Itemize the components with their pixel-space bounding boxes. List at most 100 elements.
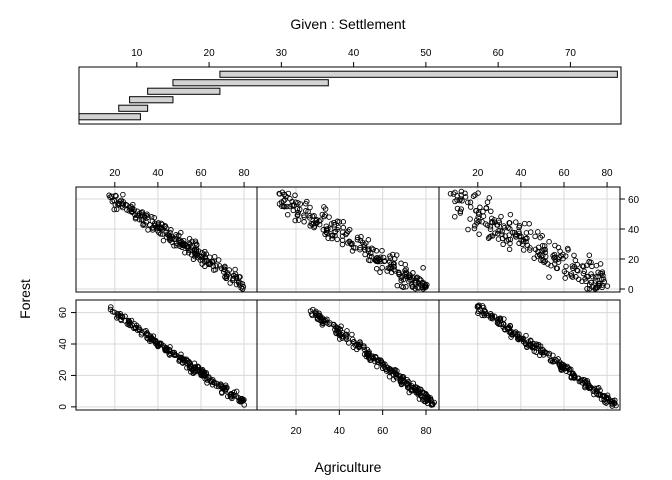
data-point: [484, 222, 491, 228]
data-point: [457, 210, 464, 216]
data-point: [548, 262, 554, 269]
data-point: [363, 240, 369, 246]
data-point: [136, 326, 142, 333]
data-point: [192, 238, 199, 244]
data-point: [203, 370, 209, 376]
data-point: [303, 200, 309, 207]
data-point: [581, 268, 588, 275]
data-point: [187, 247, 194, 253]
data-point: [108, 304, 114, 310]
data-point: [586, 285, 593, 292]
data-point: [526, 221, 532, 227]
data-point: [284, 203, 290, 210]
data-point: [430, 401, 436, 407]
data-point: [332, 232, 338, 239]
data-point: [357, 237, 364, 244]
data-point: [562, 275, 568, 281]
data-point: [472, 222, 478, 229]
data-point: [595, 282, 601, 289]
data-point: [129, 208, 135, 214]
data-point: [127, 319, 133, 325]
data-point: [329, 235, 335, 242]
data-point: [520, 247, 527, 253]
data-point: [609, 401, 615, 407]
data-point: [595, 385, 602, 391]
data-point: [555, 259, 562, 265]
data-point: [204, 257, 210, 263]
data-point: [385, 265, 392, 271]
data-point: [457, 208, 464, 215]
data-point: [513, 331, 519, 338]
data-point: [362, 251, 368, 258]
data-point: [177, 355, 184, 361]
data-point: [367, 257, 373, 264]
data-point: [332, 229, 338, 235]
data-point: [202, 254, 209, 260]
data-point: [295, 217, 302, 223]
data-point: [182, 249, 188, 256]
data-point: [501, 316, 507, 322]
data-point: [492, 230, 498, 236]
data-point: [119, 203, 125, 209]
data-point: [500, 241, 506, 248]
data-point: [373, 248, 380, 254]
data-point: [480, 208, 486, 215]
y-tick-label: 40: [628, 225, 640, 236]
data-point: [232, 266, 238, 273]
given-tick-label: 50: [420, 48, 432, 59]
given-interval-bar: [118, 104, 149, 112]
data-point: [488, 208, 494, 215]
x-tick-label: 80: [420, 426, 432, 437]
data-point: [452, 198, 458, 205]
data-point: [579, 278, 585, 285]
data-point: [284, 211, 291, 218]
data-point: [338, 331, 345, 338]
data-point: [513, 234, 519, 240]
data-point: [192, 240, 199, 246]
data-point: [308, 220, 314, 227]
data-point: [114, 206, 120, 213]
data-point: [368, 245, 375, 251]
data-point: [132, 212, 138, 218]
data-point: [564, 245, 571, 252]
data-point: [294, 206, 300, 212]
data-point: [489, 315, 496, 322]
data-point: [568, 271, 575, 277]
data-point: [336, 219, 343, 225]
data-point: [239, 395, 245, 402]
data-point: [475, 190, 481, 196]
data-point: [349, 336, 356, 343]
data-point: [211, 379, 217, 386]
data-point: [215, 383, 222, 390]
data-point: [593, 274, 599, 280]
data-point: [552, 257, 559, 264]
data-point: [373, 265, 380, 272]
data-point: [458, 192, 464, 198]
data-point: [413, 279, 419, 286]
data-point: [610, 397, 616, 404]
data-point: [211, 258, 217, 264]
data-point: [364, 352, 371, 358]
data-point: [571, 252, 577, 259]
data-point: [111, 197, 117, 204]
scatter-panel: 20 40 60 80: [75, 168, 258, 293]
data-point: [384, 364, 391, 371]
data-point: [477, 204, 483, 211]
data-point: [416, 396, 423, 402]
data-point: [501, 225, 508, 231]
data-point: [476, 211, 482, 218]
data-point: [580, 376, 587, 383]
data-point: [322, 212, 328, 218]
data-point: [365, 237, 372, 243]
data-point: [542, 253, 549, 260]
data-point: [399, 274, 406, 280]
data-point: [120, 191, 126, 198]
data-point: [467, 216, 473, 222]
data-point: [157, 340, 164, 346]
data-point: [474, 217, 480, 223]
data-point: [420, 265, 426, 271]
data-point: [313, 216, 320, 223]
data-point: [591, 385, 598, 392]
data-point: [151, 214, 157, 221]
scatter-panel: 0 20 40 60: [58, 299, 258, 411]
